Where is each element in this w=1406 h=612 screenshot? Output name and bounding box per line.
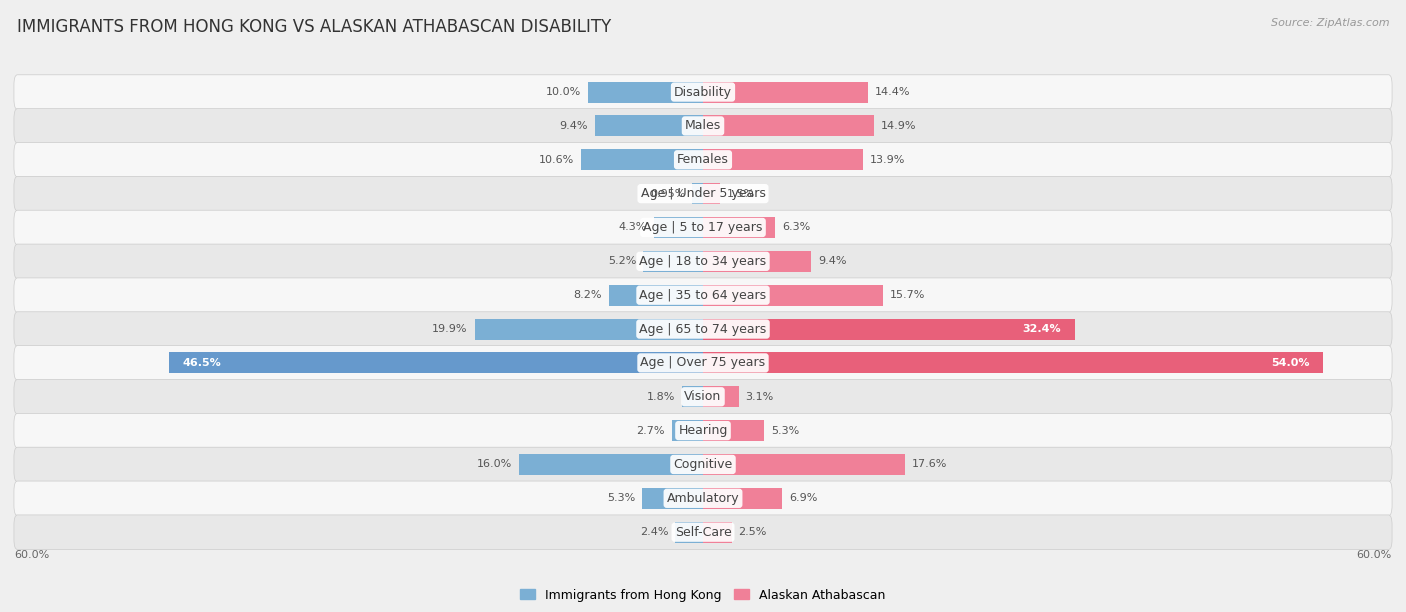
Bar bbox=[703, 386, 738, 407]
Text: Females: Females bbox=[678, 153, 728, 166]
Bar bbox=[581, 149, 703, 170]
Text: 32.4%: 32.4% bbox=[1022, 324, 1062, 334]
Text: 16.0%: 16.0% bbox=[477, 460, 512, 469]
Text: 46.5%: 46.5% bbox=[183, 358, 222, 368]
Text: 2.4%: 2.4% bbox=[640, 527, 669, 537]
Text: Hearing: Hearing bbox=[678, 424, 728, 437]
Bar bbox=[672, 420, 703, 441]
Text: Age | 5 to 17 years: Age | 5 to 17 years bbox=[644, 221, 762, 234]
Text: 5.2%: 5.2% bbox=[607, 256, 637, 266]
Text: 8.2%: 8.2% bbox=[574, 290, 602, 300]
Text: 10.0%: 10.0% bbox=[546, 87, 581, 97]
Bar bbox=[519, 454, 703, 475]
Text: Age | Under 5 years: Age | Under 5 years bbox=[641, 187, 765, 200]
Text: 5.3%: 5.3% bbox=[607, 493, 636, 503]
Bar bbox=[474, 319, 703, 340]
Bar bbox=[703, 420, 763, 441]
Bar bbox=[703, 81, 869, 103]
Text: 10.6%: 10.6% bbox=[538, 155, 575, 165]
Text: Age | 65 to 74 years: Age | 65 to 74 years bbox=[640, 323, 766, 335]
Text: 14.9%: 14.9% bbox=[882, 121, 917, 131]
Text: 17.6%: 17.6% bbox=[912, 460, 948, 469]
FancyBboxPatch shape bbox=[14, 379, 1392, 414]
Text: Disability: Disability bbox=[673, 86, 733, 99]
Text: Males: Males bbox=[685, 119, 721, 132]
FancyBboxPatch shape bbox=[14, 109, 1392, 143]
Text: 1.5%: 1.5% bbox=[727, 188, 755, 199]
Bar bbox=[644, 251, 703, 272]
Bar bbox=[692, 183, 703, 204]
Bar bbox=[703, 149, 863, 170]
Bar bbox=[703, 285, 883, 305]
Text: 19.9%: 19.9% bbox=[432, 324, 468, 334]
FancyBboxPatch shape bbox=[14, 312, 1392, 346]
Bar bbox=[703, 116, 875, 136]
Text: Age | Over 75 years: Age | Over 75 years bbox=[641, 356, 765, 370]
Legend: Immigrants from Hong Kong, Alaskan Athabascan: Immigrants from Hong Kong, Alaskan Athab… bbox=[516, 584, 890, 606]
Bar bbox=[588, 81, 703, 103]
Text: Vision: Vision bbox=[685, 390, 721, 403]
Text: Age | 35 to 64 years: Age | 35 to 64 years bbox=[640, 289, 766, 302]
Bar bbox=[609, 285, 703, 305]
FancyBboxPatch shape bbox=[14, 413, 1392, 448]
Text: 60.0%: 60.0% bbox=[14, 550, 49, 560]
Text: Cognitive: Cognitive bbox=[673, 458, 733, 471]
Bar bbox=[703, 454, 905, 475]
Text: 4.3%: 4.3% bbox=[619, 223, 647, 233]
FancyBboxPatch shape bbox=[14, 515, 1392, 550]
Text: Ambulatory: Ambulatory bbox=[666, 492, 740, 505]
Text: 0.95%: 0.95% bbox=[650, 188, 685, 199]
FancyBboxPatch shape bbox=[14, 75, 1392, 110]
Text: 5.3%: 5.3% bbox=[770, 425, 799, 436]
Text: 2.7%: 2.7% bbox=[637, 425, 665, 436]
Bar bbox=[675, 521, 703, 543]
Text: 6.9%: 6.9% bbox=[789, 493, 817, 503]
Bar bbox=[703, 488, 782, 509]
Text: 9.4%: 9.4% bbox=[818, 256, 846, 266]
FancyBboxPatch shape bbox=[14, 481, 1392, 515]
FancyBboxPatch shape bbox=[14, 176, 1392, 211]
Bar bbox=[703, 521, 731, 543]
Text: 2.5%: 2.5% bbox=[738, 527, 766, 537]
Bar bbox=[169, 353, 703, 373]
Text: 15.7%: 15.7% bbox=[890, 290, 925, 300]
Bar bbox=[703, 183, 720, 204]
Text: Source: ZipAtlas.com: Source: ZipAtlas.com bbox=[1271, 18, 1389, 28]
Text: 9.4%: 9.4% bbox=[560, 121, 588, 131]
Text: Self-Care: Self-Care bbox=[675, 526, 731, 539]
Text: 60.0%: 60.0% bbox=[1357, 550, 1392, 560]
FancyBboxPatch shape bbox=[14, 346, 1392, 380]
Bar bbox=[703, 353, 1323, 373]
FancyBboxPatch shape bbox=[14, 278, 1392, 313]
Bar bbox=[703, 217, 775, 238]
FancyBboxPatch shape bbox=[14, 447, 1392, 482]
Text: 1.8%: 1.8% bbox=[647, 392, 675, 401]
Bar bbox=[703, 251, 811, 272]
Text: 13.9%: 13.9% bbox=[869, 155, 905, 165]
FancyBboxPatch shape bbox=[14, 143, 1392, 177]
Text: 54.0%: 54.0% bbox=[1271, 358, 1309, 368]
Bar bbox=[595, 116, 703, 136]
Bar bbox=[703, 319, 1076, 340]
Text: IMMIGRANTS FROM HONG KONG VS ALASKAN ATHABASCAN DISABILITY: IMMIGRANTS FROM HONG KONG VS ALASKAN ATH… bbox=[17, 18, 612, 36]
Bar bbox=[643, 488, 703, 509]
Text: 6.3%: 6.3% bbox=[782, 223, 810, 233]
FancyBboxPatch shape bbox=[14, 210, 1392, 245]
Text: 3.1%: 3.1% bbox=[745, 392, 773, 401]
Text: Age | 18 to 34 years: Age | 18 to 34 years bbox=[640, 255, 766, 268]
FancyBboxPatch shape bbox=[14, 244, 1392, 278]
Bar bbox=[682, 386, 703, 407]
Bar bbox=[654, 217, 703, 238]
Text: 14.4%: 14.4% bbox=[875, 87, 911, 97]
